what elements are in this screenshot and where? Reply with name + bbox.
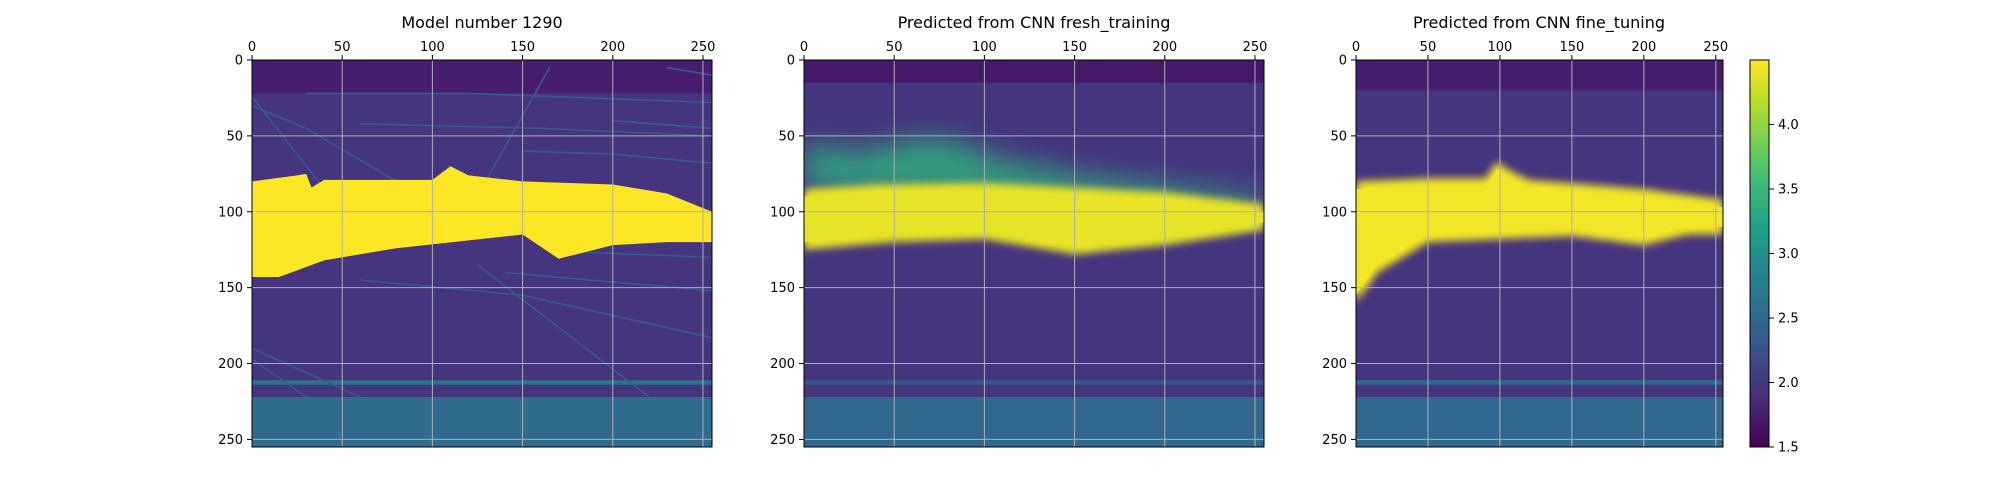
x-tick-label: 150 xyxy=(1062,40,1087,55)
velocity-layer xyxy=(1356,396,1723,447)
y-tick-label: 250 xyxy=(218,433,243,448)
y-tick-label: 200 xyxy=(1322,357,1347,372)
velocity-layer xyxy=(252,396,712,447)
colorbar-tick-label: 2.5 xyxy=(1778,312,1799,327)
velocity-layer xyxy=(1356,380,1723,385)
x-tick-label: 200 xyxy=(600,40,625,55)
colorbar-tick-label: 3.5 xyxy=(1778,183,1799,198)
thin-layer-line xyxy=(306,92,712,104)
y-tick-label: 50 xyxy=(226,129,243,144)
panel-model: Model number 1290 0 50 100 150 200 250 0 50 100… xyxy=(218,13,715,448)
y-axis: 0 50 100 150 200 250 xyxy=(1322,54,1356,448)
x-tick-label: 0 xyxy=(248,40,256,55)
velocity-layer xyxy=(804,396,1264,447)
y-tick-label: 0 xyxy=(1339,54,1347,69)
panel-title: Model number 1290 xyxy=(401,13,562,32)
x-tick-label: 200 xyxy=(1152,40,1177,55)
y-tick-label: 200 xyxy=(218,357,243,372)
thin-layer-line xyxy=(252,95,325,190)
colorbar-ticks: 4.0 3.5 3.0 2.5 2.0 1.5 xyxy=(1769,118,1799,456)
heatmap-body xyxy=(804,60,1264,447)
y-tick-label: 250 xyxy=(770,433,795,448)
x-tick-label: 250 xyxy=(1243,40,1268,55)
thin-layer-line xyxy=(666,66,712,76)
y-tick-label: 250 xyxy=(1322,433,1347,448)
y-tick-label: 200 xyxy=(770,357,795,372)
x-axis: 0 50 100 150 200 250 xyxy=(800,40,1268,60)
grid-lines xyxy=(1355,59,1723,447)
x-axis: 0 50 100 150 200 250 xyxy=(248,40,716,60)
colorbar-fill xyxy=(1749,59,1770,448)
panel-fresh-training: Predicted from CNN fresh_training 0 50 100… xyxy=(770,13,1267,448)
x-tick-label: 250 xyxy=(1703,40,1728,55)
x-tick-label: 100 xyxy=(972,40,997,55)
x-tick-label: 150 xyxy=(1559,40,1584,55)
heatmap-body xyxy=(1356,60,1723,447)
x-tick-label: 100 xyxy=(1488,40,1513,55)
x-tick-label: 0 xyxy=(800,40,808,55)
y-tick-label: 150 xyxy=(1322,281,1347,296)
axes-frame xyxy=(1355,59,1724,448)
y-tick-label: 150 xyxy=(218,281,243,296)
colorbar-tick-label: 4.0 xyxy=(1778,118,1799,133)
thin-layer-line xyxy=(360,122,712,137)
velocity-layer xyxy=(804,380,1264,385)
y-tick-label: 0 xyxy=(787,54,795,69)
y-tick-label: 50 xyxy=(778,129,795,144)
high-velocity-core xyxy=(804,190,1264,247)
x-tick-label: 100 xyxy=(420,40,445,55)
x-tick-label: 150 xyxy=(510,40,535,55)
thin-layer-line xyxy=(252,104,397,183)
y-tick-label: 150 xyxy=(770,281,795,296)
y-axis: 0 50 100 150 200 250 xyxy=(218,54,252,448)
y-tick-label: 50 xyxy=(1330,129,1347,144)
thin-layer-line xyxy=(477,264,650,398)
x-tick-label: 200 xyxy=(1631,40,1656,55)
thin-layer-line xyxy=(612,119,712,130)
velocity-layer xyxy=(252,60,712,94)
colorbar-tick-label: 2.0 xyxy=(1778,376,1799,391)
panel-title: Predicted from CNN fresh_training xyxy=(898,13,1171,33)
y-tick-label: 100 xyxy=(218,205,243,220)
y-tick-label: 0 xyxy=(235,54,243,69)
axes-frame xyxy=(803,59,1265,448)
axes-frame xyxy=(251,59,713,448)
high-velocity-core xyxy=(1356,169,1723,296)
panel-fine-tuning: Predicted from CNN fine_tuning 0 50 100 150… xyxy=(1322,13,1728,448)
velocity-layer xyxy=(804,60,1264,83)
colorbar-tick-label: 3.0 xyxy=(1778,247,1799,262)
y-tick-label: 100 xyxy=(770,205,795,220)
colorbar: 4.0 3.5 3.0 2.5 2.0 1.5 xyxy=(1749,59,1799,456)
y-tick-label: 100 xyxy=(1322,205,1347,220)
velocity-layer xyxy=(252,380,712,385)
panel-title: Predicted from CNN fine_tuning xyxy=(1413,13,1665,33)
y-axis: 0 50 100 150 200 250 xyxy=(770,54,804,448)
x-tick-label: 50 xyxy=(1420,40,1437,55)
colorbar-tick-label: 1.5 xyxy=(1778,441,1799,456)
velocity-layer xyxy=(1356,60,1723,91)
heatmap-body xyxy=(252,60,712,447)
thin-layer-line xyxy=(252,358,307,398)
x-tick-label: 50 xyxy=(886,40,903,55)
high-velocity-body xyxy=(252,166,712,278)
x-tick-label: 50 xyxy=(334,40,351,55)
x-axis: 0 50 100 150 200 250 xyxy=(1352,40,1728,60)
x-tick-label: 250 xyxy=(691,40,716,55)
x-tick-label: 0 xyxy=(1352,40,1360,55)
